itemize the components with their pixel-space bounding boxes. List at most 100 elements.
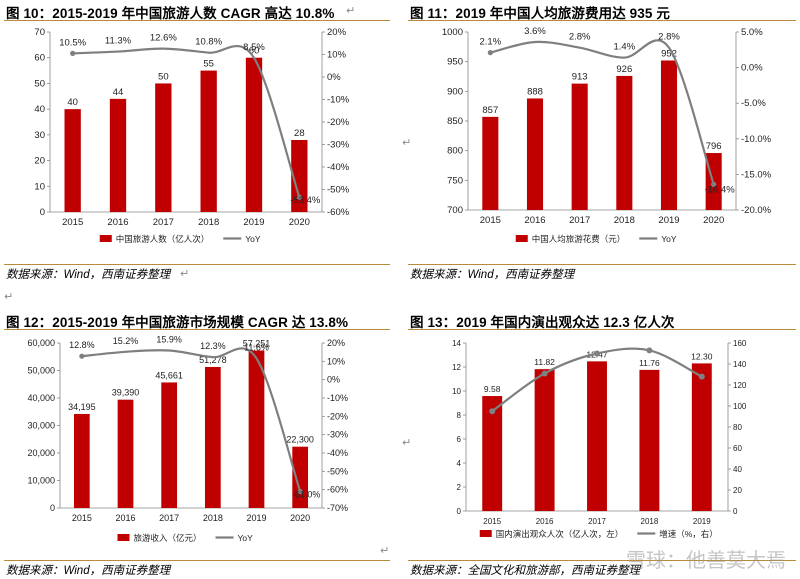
title-rule <box>408 20 796 21</box>
chart-performance-audience: 024681012140204060801001201401609.5811.8… <box>452 339 747 539</box>
bar <box>482 396 503 511</box>
bar-value-label: 50 <box>158 71 169 82</box>
line-point <box>79 353 85 359</box>
x-tick-label: 2020 <box>703 215 724 226</box>
y-tick-label-right: -50% <box>327 185 350 196</box>
y-tick-label-left: 750 <box>447 175 463 186</box>
bar-value-label: 39,390 <box>112 388 140 398</box>
y-tick-label-right: 80 <box>733 423 742 432</box>
bar-value-label: 888 <box>527 86 543 97</box>
x-tick-label: 2016 <box>536 517 554 526</box>
legend-bar-swatch <box>515 235 528 242</box>
x-tick-label: 2018 <box>203 513 223 523</box>
bar <box>571 83 588 210</box>
x-tick-label: 2019 <box>658 215 679 226</box>
line-value-label: 1.4% <box>614 42 636 53</box>
y-tick-label-left: 40 <box>34 104 45 115</box>
y-tick-label-left: 800 <box>447 146 463 157</box>
line-value-label: 12.3% <box>200 341 226 351</box>
y-tick-label-right: 100 <box>733 402 747 411</box>
bar <box>291 140 308 212</box>
x-tick-label: 2020 <box>290 513 310 523</box>
legend-line-label: YoY <box>238 533 254 543</box>
y-tick-label-left: 10 <box>34 181 45 192</box>
bar-value-label: 44 <box>113 87 124 98</box>
legend-line-label: YoY <box>661 234 677 244</box>
bar-value-label: 55 <box>203 59 214 70</box>
y-tick-label-left: 30,000 <box>27 421 55 431</box>
y-tick-label-right: -40% <box>327 448 348 458</box>
bar-value-label: 22,300 <box>286 435 314 445</box>
y-tick-label-right: -30% <box>327 140 350 151</box>
line-value-label: 2.8% <box>658 32 680 43</box>
line-value-label: 15.2% <box>113 336 139 346</box>
y-tick-label-left: 10 <box>452 387 461 396</box>
bar <box>526 98 544 210</box>
y-tick-label-left: 0 <box>40 207 45 218</box>
y-tick-label-right: 20% <box>327 338 345 348</box>
x-tick-label: 2016 <box>524 215 545 226</box>
y-tick-label-right: 5.0% <box>741 27 763 38</box>
x-tick-label: 2018 <box>614 215 635 226</box>
chart-source: 数据来源：Wind，西南证券整理 <box>6 565 171 577</box>
y-tick-label-left: 2 <box>457 483 462 492</box>
source-rule <box>4 264 390 265</box>
x-tick-label: 2017 <box>588 517 606 526</box>
chart-title: 图 13：2019 年国内演出观众达 12.3 亿人次 <box>410 315 675 330</box>
bar-value-label: 34,195 <box>68 402 96 412</box>
y-tick-label-right: 40 <box>733 465 742 474</box>
legend-bar-swatch <box>117 534 130 541</box>
y-tick-label-left: 900 <box>447 86 463 97</box>
x-tick-label: 2018 <box>198 217 219 228</box>
yoy-line <box>81 347 302 492</box>
y-tick-label-right: -50% <box>327 466 348 476</box>
bar-value-label: 11.76 <box>639 358 660 368</box>
source-rule <box>408 560 796 561</box>
y-tick-label-right: -10% <box>327 95 350 106</box>
bar <box>200 70 217 212</box>
y-tick-label-left: 850 <box>447 116 463 127</box>
bar-value-label: 45,661 <box>155 370 183 380</box>
legend-bar-swatch <box>99 235 112 242</box>
chart-title: 图 10：2015-2019 年中国旅游人数 CAGR 高达 10.8% <box>6 6 335 21</box>
x-tick-label: 2018 <box>641 517 659 526</box>
y-tick-label-left: 60,000 <box>27 338 55 348</box>
y-tick-label-right: -5.0% <box>741 98 766 109</box>
chart-per-capita-spending: 700 750 800 850 900 950 1000 -20.0% -15.0% -10.0%… <box>442 26 772 244</box>
bar-value-label: 57,251 <box>243 339 271 349</box>
y-tick-label-left: 8 <box>457 411 462 420</box>
y-tick-label-right: 160 <box>733 339 747 348</box>
line-value-label: 10.8% <box>195 37 222 48</box>
x-tick-label: 2017 <box>153 217 174 228</box>
line-value-label: -16.4% <box>705 184 736 195</box>
line-value-label: 15.9% <box>156 335 182 345</box>
line-point <box>489 408 496 415</box>
x-tick-label: 2016 <box>115 513 135 523</box>
x-tick-label: 2015 <box>483 517 501 526</box>
x-tick-label: 2019 <box>243 217 264 228</box>
bar-value-label: 40 <box>67 97 78 108</box>
line-value-label: 12.8% <box>69 340 95 350</box>
chart-source: 数据来源：Wind，西南证券整理 <box>410 269 575 281</box>
y-tick-label-left: 30 <box>34 130 45 141</box>
bar-value-label: 9.58 <box>484 384 501 394</box>
line-value-label: -61.0% <box>292 490 321 500</box>
x-tick-label: 2020 <box>289 217 310 228</box>
line-value-label: 8.5% <box>243 42 265 53</box>
legend-bar-label: 国内演出观众人次（亿人次，左） <box>496 529 624 539</box>
y-tick-label-right: -70% <box>327 503 348 513</box>
bar <box>639 369 660 511</box>
return-mark: ↵ <box>4 291 14 303</box>
bar <box>109 98 127 212</box>
bar-value-label: 28 <box>294 128 305 139</box>
bar <box>691 363 712 511</box>
line-value-label: 11.6% <box>244 342 269 352</box>
bar-value-label: 926 <box>616 64 632 75</box>
x-tick-label: 2017 <box>569 215 590 226</box>
bar <box>292 446 309 508</box>
y-tick-label-left: 60 <box>34 53 45 64</box>
y-tick-label-left: 4 <box>457 459 462 468</box>
bar <box>616 75 633 210</box>
chart-tourist-count: 0 10 20 30 40 50 60 70 -60% -50% -40% -30% -20% -10% 0… <box>34 27 350 244</box>
source-rule <box>4 560 390 561</box>
